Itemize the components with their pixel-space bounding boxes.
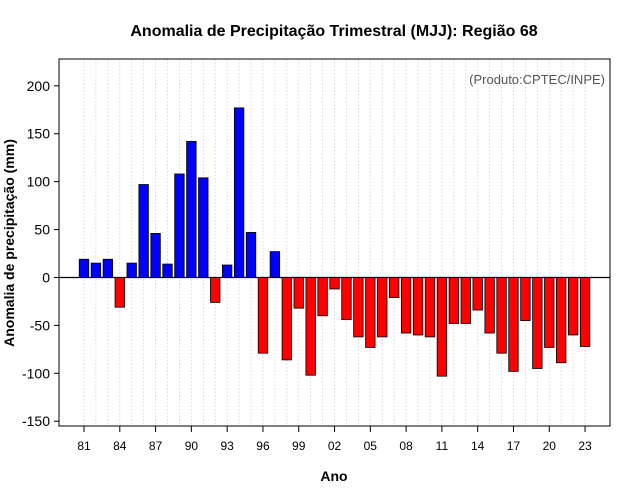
bars [78, 107, 591, 377]
bar-1994 [233, 107, 245, 278]
xtick-label-02: 02 [328, 439, 342, 453]
bar-2001 [317, 277, 328, 317]
bar-2010 [424, 277, 436, 338]
xtick-label-11: 11 [436, 439, 449, 453]
bar-2000 [305, 277, 316, 376]
ytick-label-50: 50 [34, 222, 50, 238]
bar-1996 [257, 277, 269, 354]
bar-2023 [579, 277, 591, 347]
xtick-label-99: 99 [292, 439, 306, 453]
xtick-label-08: 08 [399, 439, 413, 453]
credit-label: (Produto:CPTEC/INPE) [469, 72, 605, 87]
bar-2004 [353, 277, 364, 338]
xtick-label-93: 93 [220, 439, 234, 453]
bar-2016 [496, 277, 507, 354]
bar-2021 [556, 277, 567, 364]
ytick-label--100: -100 [22, 365, 50, 381]
ytick-label--50: -50 [30, 317, 50, 333]
bar-2011 [436, 277, 448, 377]
ytick-label-0: 0 [42, 269, 50, 285]
ytick-label-100: 100 [27, 174, 51, 190]
bar-2020 [544, 277, 555, 348]
bar-2019 [532, 277, 543, 369]
bar-1986 [138, 184, 149, 278]
bar-2022 [567, 277, 579, 336]
bar-2009 [412, 277, 424, 336]
chart-title: Anomalia de Precipitação Trimestral (MJJ… [130, 23, 537, 40]
bar-1985 [126, 262, 137, 278]
x-axis: 81 84 87 90 93 96 99 02 05 08 11 14 17 20 23 [77, 426, 592, 453]
xtick-label-14: 14 [471, 439, 485, 453]
ytick-label-150: 150 [27, 126, 51, 142]
bar-2015 [484, 277, 495, 334]
bar-2002 [329, 277, 340, 290]
y-axis-label: Anomalia de precipitação (mm) [1, 139, 17, 347]
bar-1988 [162, 263, 173, 278]
bar-2005 [365, 277, 376, 348]
bar-1998 [281, 277, 292, 361]
bar-1993 [222, 264, 233, 278]
bar-1982 [90, 262, 102, 278]
bar-1990 [186, 141, 197, 278]
bar-2018 [520, 277, 531, 321]
xtick-label-87: 87 [149, 439, 163, 453]
bar-1999 [293, 277, 304, 309]
xtick-label-81: 81 [77, 439, 91, 453]
bar-1991 [198, 177, 209, 278]
xtick-label-20: 20 [543, 439, 557, 453]
bar-1989 [174, 173, 185, 278]
bar-1984 [114, 277, 125, 308]
bar-1987 [150, 232, 161, 278]
bar-1983 [102, 258, 114, 278]
bar-2013 [460, 277, 471, 324]
bar-2017 [508, 277, 519, 372]
bar-2008 [400, 277, 412, 334]
xtick-label-96: 96 [256, 439, 270, 453]
bar-1995 [245, 232, 257, 278]
y-axis: -150 -100 -50 0 50 100 150 200 [22, 78, 59, 429]
xtick-label-05: 05 [364, 439, 378, 453]
xtick-label-90: 90 [185, 439, 199, 453]
xtick-label-23: 23 [578, 439, 592, 453]
bar-1981 [78, 258, 90, 278]
xtick-label-84: 84 [113, 439, 127, 453]
xtick-label-17: 17 [507, 439, 521, 453]
bar-2006 [377, 277, 388, 338]
ytick-label--150: -150 [22, 413, 50, 429]
bar-2007 [389, 277, 400, 298]
x-axis-label: Ano [320, 468, 347, 484]
bar-2012 [448, 277, 459, 324]
bar-2003 [341, 277, 352, 321]
bar-2014 [472, 277, 483, 311]
bar-1992 [210, 277, 221, 303]
ytick-label-200: 200 [27, 78, 51, 94]
bar-1997 [269, 251, 281, 278]
